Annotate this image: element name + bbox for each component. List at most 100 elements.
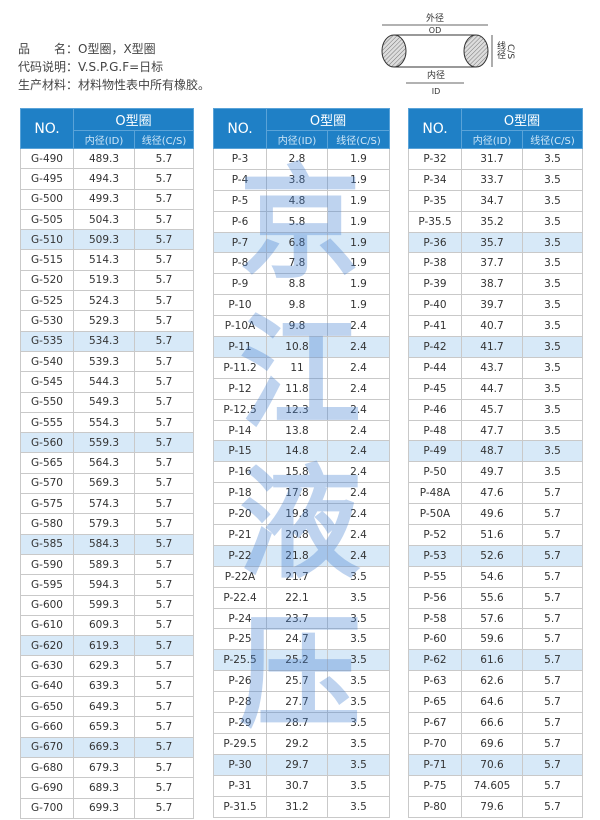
cell-no: P-7 <box>213 231 267 254</box>
table-row: G-690 689.3 5.7 <box>20 777 195 799</box>
cell-no: P-22A <box>213 565 267 588</box>
cell-id: 54.6 <box>461 565 523 588</box>
table-row: P-65 64.6 5.7 <box>408 691 584 714</box>
cell-no: G-525 <box>20 290 74 312</box>
cell-no: P-26 <box>213 670 267 693</box>
table-row: P-32 31.7 3.5 <box>408 148 584 170</box>
cell-id: 44.7 <box>461 377 523 400</box>
table-row: G-535 534.3 5.7 <box>20 330 195 352</box>
cell-id: 679.3 <box>73 756 135 779</box>
cell-cs: 5.7 <box>133 350 195 373</box>
cell-cs: 1.9 <box>326 168 391 191</box>
cell-id: 43.7 <box>461 356 523 379</box>
cell-cs: 2.4 <box>326 544 391 567</box>
cell-id: 519.3 <box>73 269 135 292</box>
cell-no: G-495 <box>20 168 74 190</box>
cell-cs: 5.7 <box>133 432 195 454</box>
cell-id: 2.8 <box>266 148 328 170</box>
cell-id: 49.7 <box>461 461 523 484</box>
cell-id: 599.3 <box>73 594 135 616</box>
oring-dimension-diagram: 外径 OD 线径 C/S 内径 ID <box>381 12 515 96</box>
table-row: P-58 57.6 5.7 <box>408 607 584 630</box>
cell-cs: 2.4 <box>326 336 391 358</box>
table-row: G-495 494.3 5.7 <box>20 168 195 190</box>
cell-no: G-670 <box>20 736 74 758</box>
cell-no: G-640 <box>20 675 74 698</box>
cell-no: P-25 <box>213 628 267 651</box>
table-row: P-12 11.8 2.4 <box>213 377 391 400</box>
cell-no: G-545 <box>20 371 74 393</box>
table-row: G-585 584.3 5.7 <box>20 533 195 555</box>
cell-no: G-560 <box>20 432 74 454</box>
cell-cs: 2.4 <box>326 524 391 546</box>
cell-id: 21.7 <box>266 565 328 588</box>
cell-cs: 5.7 <box>133 777 195 799</box>
table-row: P-25 24.7 3.5 <box>213 628 391 651</box>
cell-cs: 3.5 <box>521 231 584 254</box>
cell-no: P-10 <box>213 294 267 317</box>
cell-id: 66.6 <box>461 712 523 734</box>
header-id: 内径(ID) <box>73 130 135 149</box>
cell-no: P-48A <box>408 482 462 505</box>
cell-no: P-11 <box>213 336 267 358</box>
cell-no: G-515 <box>20 249 74 271</box>
cell-cs: 5.7 <box>521 712 584 734</box>
cell-id: 47.7 <box>461 419 523 442</box>
cell-cs: 5.7 <box>133 188 195 210</box>
table-row: G-550 549.3 5.7 <box>20 391 195 413</box>
cell-cs: 5.7 <box>133 229 195 251</box>
cell-cs: 5.7 <box>133 168 195 190</box>
cell-id: 62.6 <box>461 670 523 693</box>
table-row: G-565 564.3 5.7 <box>20 452 195 474</box>
cell-id: 659.3 <box>73 716 135 738</box>
cell-id: 3.8 <box>266 168 328 191</box>
cell-cs: 5.7 <box>133 330 195 352</box>
cell-id: 61.6 <box>461 649 523 672</box>
cell-no: G-520 <box>20 269 74 292</box>
table-row: P-21 20.8 2.4 <box>213 524 391 546</box>
table-row: P-20 19.8 2.4 <box>213 503 391 526</box>
cell-cs: 3.5 <box>326 607 391 630</box>
cell-no: P-48 <box>408 419 462 442</box>
cell-id: 594.3 <box>73 574 135 596</box>
cell-cs: 5.7 <box>133 493 195 515</box>
cell-no: P-56 <box>408 586 462 609</box>
cell-no: P-34 <box>408 168 462 191</box>
table-row: P-40 39.7 3.5 <box>408 294 584 317</box>
table-row: P-18 17.8 2.4 <box>213 482 391 505</box>
table-row: G-650 649.3 5.7 <box>20 696 195 718</box>
cell-cs: 5.7 <box>133 756 195 779</box>
cs-label: C/S <box>505 44 515 59</box>
cell-cs: 5.7 <box>521 795 584 818</box>
table-row: P-11.2 11 2.4 <box>213 356 391 379</box>
cell-no: G-535 <box>20 330 74 352</box>
cell-id: 11 <box>266 356 328 379</box>
cell-cs: 3.5 <box>521 377 584 400</box>
table-row: G-515 514.3 5.7 <box>20 249 195 271</box>
header-cs: 线径(C/S) <box>326 130 391 149</box>
header-oring: O型圈 <box>265 108 391 131</box>
cell-cs: 5.7 <box>521 628 584 651</box>
table-row: P-70 69.6 5.7 <box>408 732 584 755</box>
cell-no: P-24 <box>213 607 267 630</box>
cell-no: G-630 <box>20 655 74 677</box>
cell-cs: 2.4 <box>326 461 391 484</box>
cell-id: 639.3 <box>73 675 135 698</box>
cell-cs: 2.4 <box>326 356 391 379</box>
cell-id: 559.3 <box>73 432 135 454</box>
cell-cs: 5.7 <box>133 371 195 393</box>
material-line: 生产材料：材料物性表中所有橡胶。 <box>18 78 211 92</box>
cell-id: 74.605 <box>461 774 523 797</box>
cell-cs: 2.4 <box>326 482 391 505</box>
cell-cs: 5.7 <box>521 524 584 546</box>
cell-id: 22.1 <box>266 586 328 609</box>
table-row: P-48A 47.6 5.7 <box>408 482 584 505</box>
table-row: P-22A 21.7 3.5 <box>213 565 391 588</box>
cell-id: 24.7 <box>266 628 328 651</box>
cell-no: P-65 <box>408 691 462 714</box>
cell-id: 31.2 <box>266 795 328 818</box>
cell-id: 589.3 <box>73 553 135 576</box>
cell-no: G-660 <box>20 716 74 738</box>
table-row: G-505 504.3 5.7 <box>20 208 195 231</box>
cell-cs: 3.5 <box>326 586 391 609</box>
